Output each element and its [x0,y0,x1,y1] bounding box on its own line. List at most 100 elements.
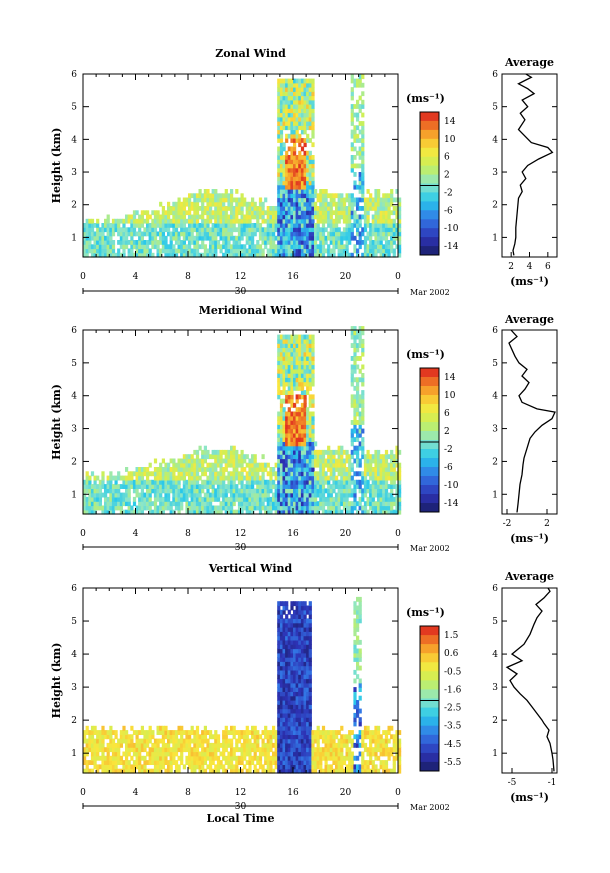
heatmap-cell [371,471,375,477]
heatmap-cell [306,87,310,92]
heatmap-cell [146,244,150,250]
heatmap-cell [101,742,105,748]
heatmap-cell [285,377,289,383]
heatmap-cell [329,197,333,203]
heatmap-cell [369,193,373,199]
heatmap-cell [398,479,402,485]
heatmap-cell [298,240,302,245]
heatmap-cell [214,458,218,464]
heatmap-cell [243,755,247,761]
heatmap-cell [85,747,89,753]
heatmap-cell [308,82,312,88]
heatmap-cell [119,252,123,258]
heatmap-cell [164,210,168,216]
heatmap-cell [340,475,344,481]
heatmap-cell [195,475,200,481]
heatmap-cell [245,240,249,245]
heatmap-cell [287,252,291,258]
heatmap-cell [167,227,171,233]
heatmap-cell [290,351,294,357]
heatmap-cell [287,197,291,203]
heatmap-cell [277,635,281,641]
heatmap-cell [122,235,126,241]
heatmap-cell [311,82,315,88]
heatmap-cell [295,155,299,160]
heatmap-cell [277,78,281,84]
heatmap-cell [172,501,176,507]
colorbar-tick-label: -10 [444,224,459,234]
heatmap-cell [188,462,192,468]
heatmap-cell [374,479,378,485]
heatmap-cell [327,458,331,464]
heatmap-cell [190,484,194,489]
heatmap-cell [106,252,110,258]
heatmap-cell [224,210,228,216]
heatmap-cell [206,227,210,233]
heatmap-cell [227,462,231,468]
heatmap-cell [379,218,383,224]
heatmap-cell [106,214,110,220]
heatmap-cell [119,505,123,511]
heatmap-cell [374,189,378,194]
heatmap-cell [293,338,297,344]
heatmap-cell [285,717,289,723]
heatmap-cell [277,227,281,233]
heatmap-cell [392,227,396,233]
heatmap-cell [303,214,307,220]
heatmap-cell [169,768,173,774]
heatmap-cell [285,760,289,765]
heatmap-cell [190,475,194,481]
heatmap-cell [206,206,210,211]
heatmap-cell [290,95,294,101]
heatmap-cell [138,738,142,744]
heatmap-cell [203,479,207,485]
heatmap-cell [342,244,347,250]
heatmap-cell [361,167,365,173]
heatmap-cell [303,252,307,258]
heatmap-cell [251,240,255,245]
heatmap-cell [300,479,305,485]
heatmap-cell [214,231,218,237]
heatmap-cell [293,364,297,370]
heatmap-cell [390,240,394,245]
heatmap-cell [398,210,402,216]
heatmap-cell [264,197,268,203]
heatmap-cell [279,652,284,658]
heatmap-cell [146,751,150,757]
heatmap-cell [203,484,207,489]
heatmap-cell [387,252,391,258]
heatmap-cell [135,240,139,245]
heatmap-cell [258,462,263,468]
heatmap-cell [332,484,336,489]
heatmap-cell [169,488,173,494]
heatmap-cell [295,700,299,705]
profile-x-tick-label: 2 [508,262,514,272]
heatmap-cell [282,708,286,714]
heatmap-cell [167,206,171,211]
heatmap-cell [279,492,284,498]
heatmap-cell [180,462,184,468]
heatmap-cell [285,411,289,417]
heatmap-cell [272,760,276,765]
heatmap-cell [209,244,213,250]
heatmap-cell [203,223,207,228]
heatmap-cell [264,747,268,753]
heatmap-cell [282,235,286,241]
heatmap-cell [300,116,305,122]
heatmap-cell [182,479,186,485]
heatmap-cell [390,218,394,224]
heatmap-cell [374,458,378,464]
heatmap-cell [266,206,270,211]
heatmap-cell [222,730,226,735]
heatmap-cell [311,368,315,374]
heatmap-cell [366,223,370,228]
heatmap-cell [256,479,260,485]
heatmap-cell [101,471,105,477]
heatmap-cell [159,501,163,507]
heatmap-cell [109,479,113,485]
heatmap-cell [224,501,228,507]
heatmap-cell [382,501,386,507]
heatmap-cell [266,755,270,761]
heatmap-cell [266,747,270,753]
